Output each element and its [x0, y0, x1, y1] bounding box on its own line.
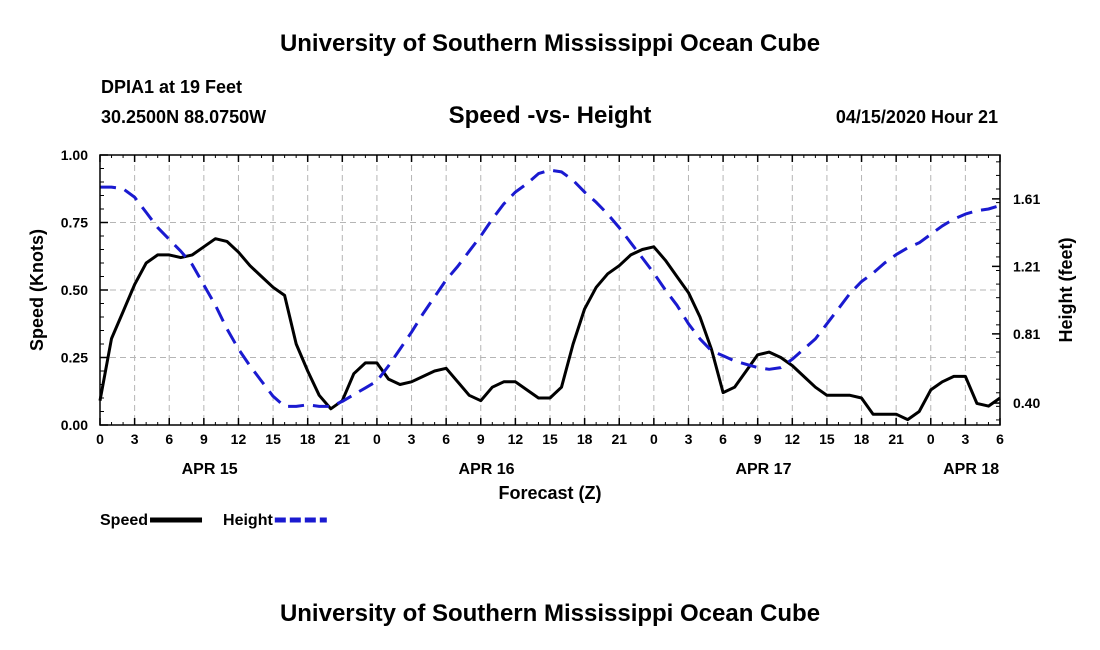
axes: 0 3 6 9 12 15 18 21 0 3 6 9 12 15 18 21 0 3 6 9 12 15 18 21 0 3 6A…: [27, 147, 1076, 503]
top-title: University of Southern Mississippi Ocean…: [279, 30, 821, 57]
x-tick-label: 3: [961, 431, 969, 447]
x-tick-label: 0: [650, 431, 658, 447]
x-tick-label: 0: [96, 431, 104, 447]
x-tick-label: 12: [231, 431, 247, 447]
date-label: APR 17: [735, 461, 791, 478]
x-tick-label: 3: [131, 431, 139, 447]
date-label: APR 15: [182, 461, 238, 478]
grid-lines: [100, 155, 1000, 425]
y-tick-label: 0.75: [61, 215, 88, 231]
legend-label-height: Height: [223, 512, 273, 529]
date-label: APR 18: [943, 461, 999, 478]
x-tick-label: 9: [200, 431, 208, 447]
x-tick-label: 9: [477, 431, 485, 447]
y2-axis-title: Height (feet): [1056, 238, 1076, 343]
x-tick-label: 6: [719, 431, 727, 447]
date-label: APR 16: [459, 461, 515, 478]
x-tick-label: 15: [819, 431, 835, 447]
y-axis-title: Speed (Knots): [27, 229, 47, 351]
x-tick-label: 9: [754, 431, 762, 447]
x-tick-label: 15: [265, 431, 281, 447]
x-tick-label: 0: [373, 431, 381, 447]
forecast-timestamp: 04/15/2020 Hour 21: [835, 107, 998, 127]
x-tick-label: 3: [408, 431, 416, 447]
x-tick-label: 18: [300, 431, 316, 447]
y2-tick-label: 1.21: [1013, 258, 1040, 274]
x-tick-label: 21: [611, 431, 627, 447]
station-label: DPIA1 at 19 Feet: [101, 77, 243, 97]
coordinates-label: 30.2500N 88.0750W: [101, 107, 267, 127]
y-tick-label: 1.00: [61, 147, 88, 163]
y-tick-label: 0.50: [61, 282, 88, 298]
speed-series-line: [98, 237, 1001, 422]
x-axis-title: Forecast (Z): [498, 483, 601, 503]
x-tick-label: 6: [165, 431, 173, 447]
y2-tick-label: 1.61: [1013, 191, 1040, 207]
x-tick-label: 12: [785, 431, 801, 447]
bottom-title: University of Southern Mississippi Ocean…: [279, 600, 821, 627]
x-tick-label: 21: [335, 431, 351, 447]
x-tick-label: 0: [927, 431, 935, 447]
y2-tick-label: 0.81: [1013, 326, 1040, 342]
series-lines: [98, 168, 1001, 422]
x-tick-label: 15: [542, 431, 558, 447]
x-tick-label: 6: [996, 431, 1004, 447]
legend: Speed Height: [100, 512, 327, 529]
x-tick-label: 21: [888, 431, 904, 447]
x-tick-label: 6: [442, 431, 450, 447]
y-tick-label: 0.25: [61, 350, 88, 366]
x-tick-label: 18: [854, 431, 870, 447]
x-tick-label: 12: [508, 431, 524, 447]
x-tick-label: 3: [685, 431, 693, 447]
legend-label-speed: Speed: [100, 512, 148, 529]
chart-title: Speed -vs- Height: [448, 102, 652, 129]
y2-tick-label: 0.40: [1013, 395, 1040, 411]
y-tick-label: 0.00: [61, 417, 88, 433]
x-tick-label: 18: [577, 431, 593, 447]
